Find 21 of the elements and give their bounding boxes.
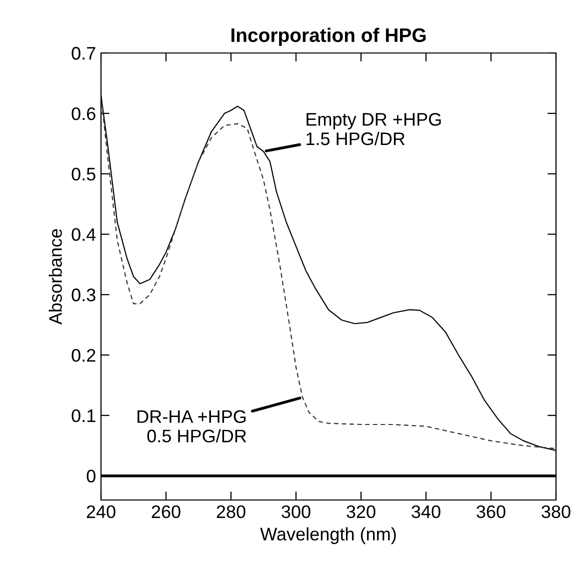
x-axis-title: Wavelength (nm) bbox=[260, 527, 396, 544]
y-tick-label: 0 bbox=[86, 470, 96, 483]
y-tick-label: 0.4 bbox=[72, 228, 96, 241]
x-tick-label: 320 bbox=[346, 505, 376, 518]
y-tick-label: 0.1 bbox=[72, 409, 96, 422]
y-tick-label: 0.7 bbox=[72, 46, 96, 60]
annotation: Empty DR +HPG 1.5 HPG/DR bbox=[306, 112, 441, 146]
chart-title: Incorporation of HPG bbox=[232, 28, 426, 46]
x-tick-label: 280 bbox=[216, 505, 246, 518]
y-tick-label: 0.3 bbox=[72, 288, 96, 302]
y-tick-label: 0.6 bbox=[72, 107, 96, 120]
x-tick-label: 360 bbox=[476, 505, 506, 518]
x-tick-label: 380 bbox=[542, 505, 570, 518]
annotation: DR-HA +HPG 0.5 HPG/DR bbox=[138, 410, 246, 442]
y-tick-label: 0.2 bbox=[72, 348, 96, 362]
x-tick-label: 260 bbox=[152, 505, 180, 518]
y-tick-label: 0.5 bbox=[72, 168, 96, 181]
y-axis-title: Absorbance bbox=[48, 229, 62, 325]
x-tick-label: 240 bbox=[86, 505, 116, 518]
x-tick-label: 340 bbox=[412, 505, 440, 518]
x-tick-label: 300 bbox=[282, 505, 310, 518]
